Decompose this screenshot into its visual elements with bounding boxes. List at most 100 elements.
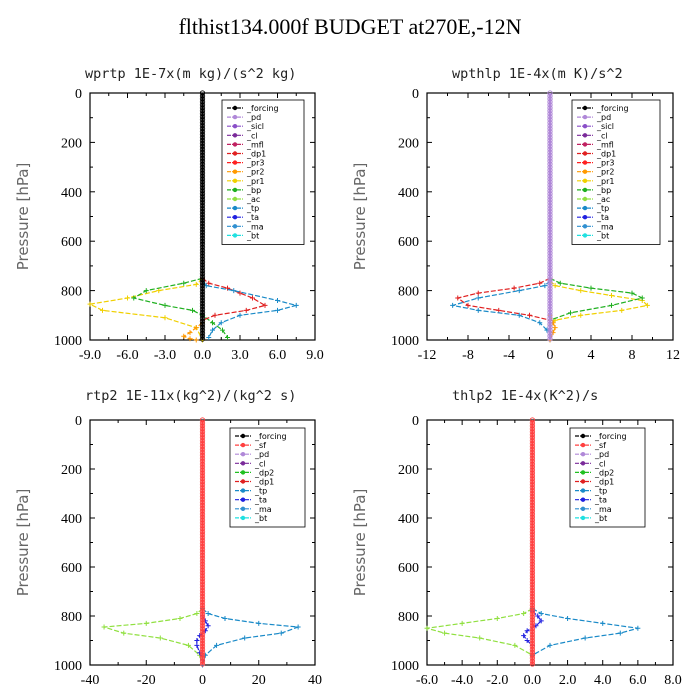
y-tick-label: 600: [61, 235, 82, 250]
series-marker-forcing: [529, 496, 536, 503]
series-marker-pr1: [162, 315, 168, 321]
series-marker-forcing: [199, 262, 206, 268]
chart-title: wpthlp 1E-4x(m K)/s^2: [452, 66, 623, 82]
legend-marker-dp1: [582, 151, 588, 156]
series-marker-forcing: [547, 111, 553, 117]
series-marker-forcing: [547, 315, 553, 321]
series-marker-forcing: [199, 128, 206, 135]
series-marker-forcing: [547, 197, 553, 203]
series-marker-forcing: [199, 291, 206, 298]
series-marker-forcing: [529, 443, 536, 450]
series-marker-forcing: [529, 470, 536, 476]
series-marker-forcing: [199, 537, 206, 544]
series-marker-forcing: [547, 241, 553, 247]
series-marker-forcing: [547, 303, 553, 310]
series-marker-forcing: [199, 312, 206, 318]
series-marker-tp: [547, 642, 553, 648]
series-marker-forcing: [547, 182, 553, 188]
series-marker-forcing: [547, 283, 553, 289]
series-marker-forcing: [199, 194, 206, 200]
legend-label: _bt: [596, 231, 609, 240]
series-marker-ac: [459, 620, 465, 626]
series-marker-forcing: [199, 620, 206, 626]
series-marker-forcing: [199, 306, 206, 313]
series-marker-forcing: [529, 605, 536, 611]
series-marker-forcing: [199, 461, 206, 467]
series-marker-forcing: [199, 238, 206, 244]
series-marker-forcing: [529, 505, 536, 511]
series-marker-forcing: [199, 173, 206, 179]
legend-label: _ta: [254, 496, 267, 505]
x-tick-label: -40: [81, 673, 100, 688]
x-tick-label: 12: [666, 348, 680, 363]
legend-label: _forcing: [594, 432, 627, 441]
series-marker-forcing: [547, 119, 553, 126]
legend-label: _bp: [596, 186, 611, 195]
series-marker-forcing: [199, 637, 206, 644]
series-marker-forcing: [547, 226, 553, 232]
series-marker-forcing: [547, 235, 553, 241]
series-marker-pr1: [578, 312, 584, 318]
series-marker-forcing: [529, 596, 536, 602]
series-marker-forcing: [199, 250, 206, 256]
series-marker-bp: [162, 302, 168, 308]
series-marker-forcing: [199, 605, 206, 611]
series-marker-pr2: [187, 336, 193, 342]
series-marker-dp1: [455, 295, 461, 301]
y-tick-label: 200: [61, 136, 82, 151]
series-marker-tp: [206, 335, 212, 341]
legend-label: _forcing: [254, 432, 287, 441]
series-marker-forcing: [199, 152, 206, 158]
legend-marker-pr2: [232, 169, 238, 174]
series-marker-forcing: [547, 96, 553, 102]
series-marker-forcing: [199, 191, 206, 197]
series-marker-dp1: [250, 295, 255, 301]
x-tick-label: 40: [308, 673, 322, 688]
series-marker-forcing: [199, 318, 206, 324]
series-marker-forcing: [529, 567, 536, 573]
series-marker-ta: [194, 642, 200, 648]
series-marker-forcing: [529, 446, 536, 453]
series-marker-forcing: [199, 208, 206, 215]
series-marker-forcing: [529, 593, 536, 600]
legend-label: _pr2: [246, 168, 264, 177]
series-marker-forcing: [529, 508, 536, 514]
series-marker-forcing: [199, 640, 206, 647]
series-marker-forcing: [547, 143, 553, 150]
series-marker-forcing: [199, 499, 206, 505]
series-marker-bp: [181, 280, 187, 286]
x-tick-label: 9.0: [306, 348, 324, 363]
legend-marker-bt: [240, 515, 246, 521]
series-marker-forcing: [199, 555, 206, 561]
legend-label: _dp2: [254, 468, 274, 477]
series-marker-forcing: [199, 623, 206, 629]
series-marker-ta: [535, 613, 541, 619]
series-marker-forcing: [199, 143, 206, 150]
series-marker-forcing: [199, 420, 206, 426]
series-marker-forcing: [529, 502, 536, 508]
series-marker-forcing: [199, 268, 206, 274]
series-marker-forcing: [547, 167, 553, 173]
series-marker-forcing: [199, 182, 206, 188]
series-marker-forcing: [199, 567, 206, 573]
series-marker-forcing: [199, 561, 206, 567]
y-tick-label: 0: [412, 87, 419, 102]
legend-marker-pr1: [582, 178, 588, 183]
series-marker-forcing: [547, 152, 553, 158]
series-marker-forcing: [199, 140, 206, 147]
series-marker-forcing: [199, 482, 206, 488]
series-marker-pr1: [193, 281, 199, 287]
series-marker-forcing: [529, 520, 536, 526]
series-marker-forcing: [529, 490, 536, 497]
series-marker-dp1: [511, 285, 517, 291]
legend-label: _ac: [596, 195, 610, 204]
y-tick-label: 400: [61, 186, 82, 201]
legend-label: _pd: [254, 450, 269, 459]
series-marker-forcing: [199, 229, 206, 235]
series-marker-tp: [242, 635, 248, 641]
series-marker-forcing: [199, 146, 206, 152]
legend-marker-ma: [240, 506, 246, 511]
legend-label: _ma: [246, 222, 264, 231]
series-marker-forcing: [199, 300, 206, 307]
series-marker-forcing: [529, 537, 536, 544]
